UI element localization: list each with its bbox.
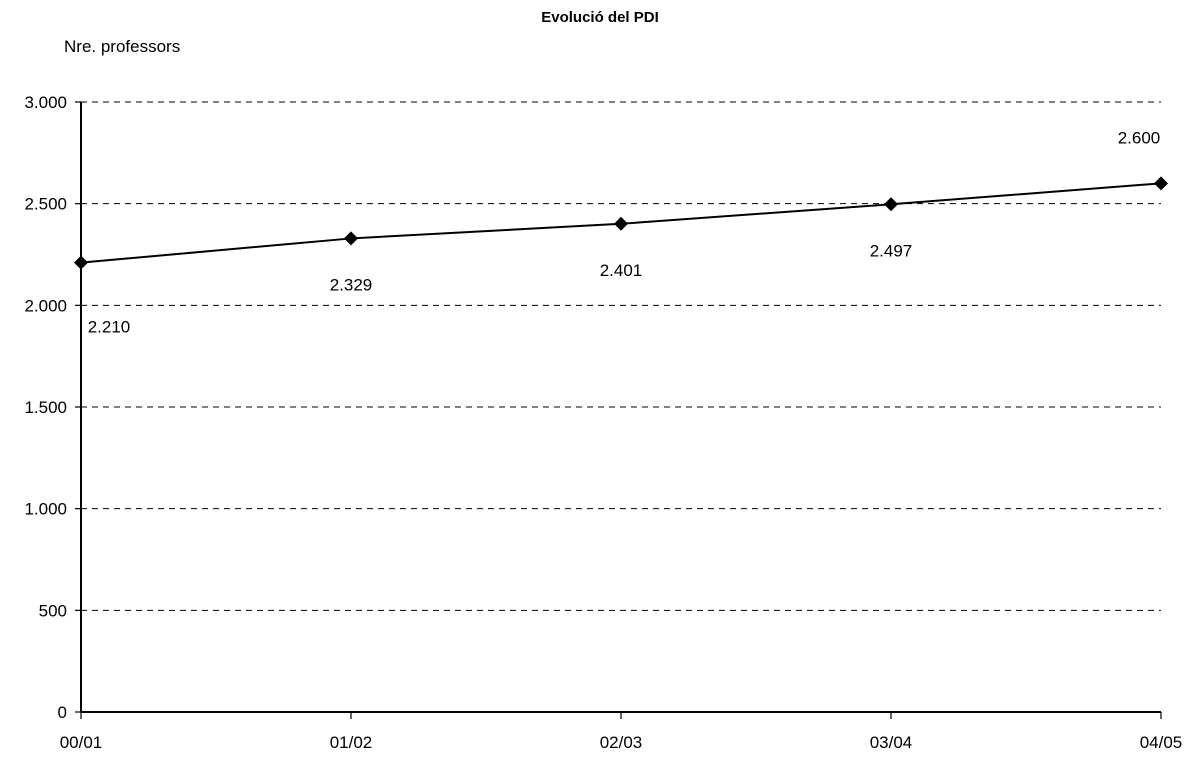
y-tick-label: 1.000: [24, 500, 67, 519]
x-tick-label: 00/01: [60, 733, 103, 752]
data-point-marker: [344, 231, 358, 246]
data-labels: 2.210 2.329 2.401 2.497 2.600: [88, 128, 1161, 336]
data-point-marker: [1154, 176, 1168, 191]
data-label: 2.497: [870, 241, 913, 260]
y-axis-label: Nre. professors: [64, 37, 180, 56]
data-point-marker: [74, 255, 88, 270]
data-label: 2.329: [330, 275, 373, 294]
y-tick-label: 0: [58, 703, 67, 722]
x-tick-label: 02/03: [600, 733, 643, 752]
y-tick-label: 500: [39, 601, 67, 620]
x-tick-label: 04/05: [1140, 733, 1183, 752]
data-label: 2.600: [1118, 128, 1161, 147]
data-label: 2.401: [600, 261, 643, 280]
y-tick-label: 1.500: [24, 398, 67, 417]
x-tick-label: 03/04: [870, 733, 913, 752]
y-tick-label: 2.500: [24, 195, 67, 214]
data-label: 2.210: [88, 318, 131, 337]
y-tick-label: 2.000: [24, 296, 67, 315]
series-line: [74, 176, 1168, 270]
x-tick-label: 01/02: [330, 733, 373, 752]
y-tick-label: 3.000: [24, 93, 67, 112]
data-point-marker: [884, 197, 898, 212]
data-point-marker: [614, 216, 628, 231]
gridlines: [81, 101, 1161, 611]
axes: 0 500 1.000 1.500 2.000 2.500 3.000 00/01 01/02 0…: [24, 93, 1182, 752]
chart-title: Evolució del PDI: [541, 9, 659, 26]
